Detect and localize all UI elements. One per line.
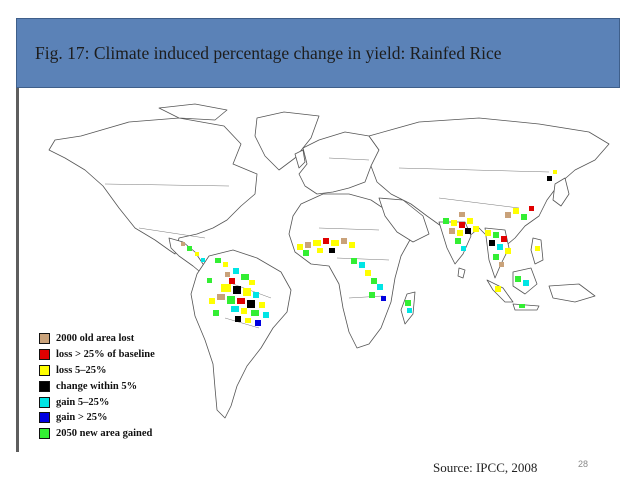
data-central-america — [181, 242, 205, 262]
legend-swatch — [39, 333, 50, 345]
landmass-arabia — [378, 197, 430, 243]
landmass-south-america — [190, 249, 292, 419]
legend-label: gain 5–25% — [56, 396, 110, 408]
landmass-arctic-islands — [158, 103, 228, 121]
world-map — [48, 103, 610, 419]
legend-label: 2000 old area lost — [56, 333, 135, 345]
legend-label: loss 5–25% — [56, 364, 107, 376]
slide-title: Fig. 17: Climate induced percentage chan… — [35, 42, 502, 63]
data-west-africa — [297, 238, 355, 256]
legend-swatch — [39, 428, 50, 440]
landmass-indonesia-java — [512, 303, 540, 311]
data-layer — [181, 170, 557, 326]
legend-item: gain > 25% — [39, 410, 179, 426]
legend-swatch — [39, 380, 50, 392]
legend-item: loss 5–25% — [39, 363, 179, 379]
data-east-asia — [505, 170, 557, 220]
map-frame: 2000 old area lost loss > 25% of baselin… — [16, 88, 620, 452]
data-south-asia — [443, 212, 479, 251]
map-legend: 2000 old area lost loss > 25% of baselin… — [39, 331, 179, 442]
landmass-uk — [294, 149, 306, 169]
landmass-greenland — [254, 111, 320, 171]
landmass-africa — [288, 193, 412, 349]
source-citation: Source: IPCC, 2008 — [433, 460, 538, 475]
data-southeast-asia — [485, 230, 540, 308]
slide-title-bar: Fig. 17: Climate induced percentage chan… — [16, 18, 620, 88]
landmass-north-america — [48, 117, 258, 255]
landmass-sri-lanka — [457, 267, 466, 279]
legend-item: gain 5–25% — [39, 394, 179, 410]
legend-label: gain > 25% — [56, 412, 108, 424]
legend-item: change within 5% — [39, 378, 179, 394]
landmass-europe — [298, 131, 380, 195]
landmass-japan — [552, 177, 570, 207]
legend-swatch — [39, 412, 50, 424]
legend-label: loss > 25% of baseline — [56, 349, 155, 361]
data-central-africa — [351, 258, 386, 301]
legend-swatch — [39, 396, 50, 408]
landmass-new-guinea — [548, 283, 596, 303]
legend-swatch — [39, 364, 50, 376]
legend-item: 2050 new area gained — [39, 426, 179, 442]
legend-swatch — [39, 349, 50, 361]
page-number: 28 — [578, 459, 589, 469]
legend-item: loss > 25% of baseline — [39, 347, 179, 363]
data-madagascar — [405, 300, 412, 313]
legend-label: change within 5% — [56, 380, 138, 392]
legend-item: 2000 old area lost — [39, 331, 179, 347]
data-south-america — [207, 258, 269, 326]
legend-label: 2050 new area gained — [56, 428, 153, 440]
